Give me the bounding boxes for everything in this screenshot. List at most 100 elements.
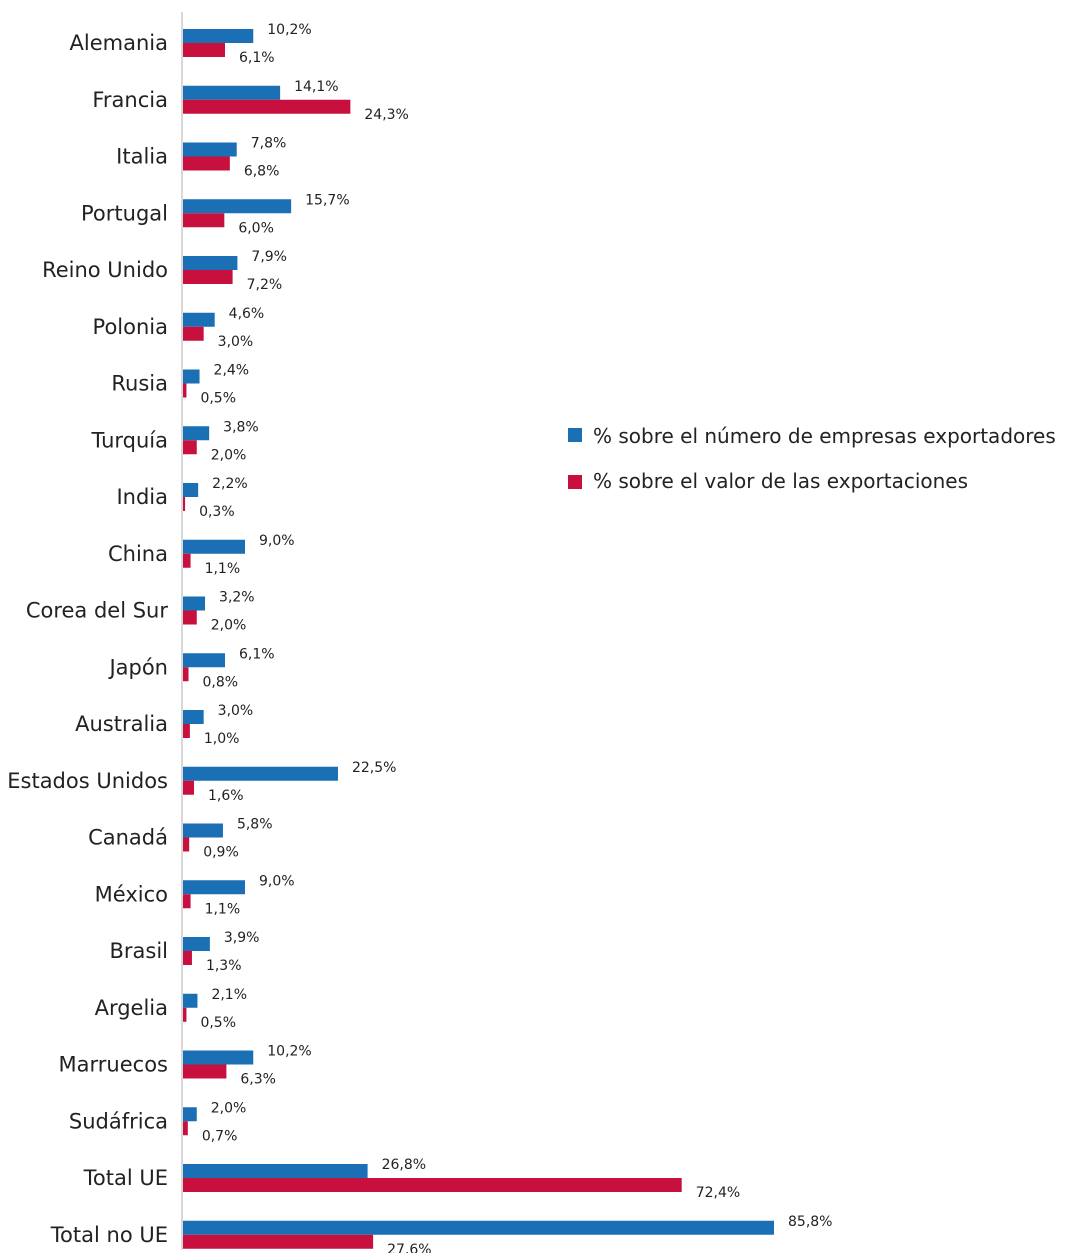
bar-valor-india [183,497,186,511]
value-label-valor-australia: 1,0% [204,731,240,747]
bar-valor-total-ue [183,1178,682,1192]
category-label-alemania: Alemania [70,31,168,55]
bar-valor-total-no-ue [183,1234,374,1249]
value-label-valor-mexico: 1,1% [205,901,241,917]
value-label-valor-total-no-ue: 27,6% [387,1242,431,1253]
value-label-empresas-australia: 3,0% [218,703,254,719]
bar-valor-australia [183,724,190,738]
bar-valor-italia [183,156,230,171]
value-label-empresas-marruecos: 10,2% [267,1044,311,1060]
value-label-valor-reino-unido: 7,2% [247,277,283,293]
value-label-empresas-sudafrica: 2,0% [211,1100,247,1116]
category-label-estados-unidos: Estados Unidos [7,769,168,793]
value-label-empresas-corea-del-sur: 3,2% [219,590,255,606]
bar-valor-marruecos [183,1064,227,1079]
category-label-marruecos: Marruecos [59,1053,168,1077]
bar-valor-mexico [183,894,191,909]
value-label-empresas-alemania: 10,2% [267,22,311,38]
bar-empresas-sudafrica [183,1107,197,1122]
value-label-valor-total-ue: 72,4% [696,1185,740,1201]
bar-valor-canada [183,837,190,852]
bar-valor-reino-unido [183,270,233,284]
value-label-empresas-reino-unido: 7,9% [251,249,287,265]
category-label-china: China [108,542,168,566]
category-label-india: India [116,485,168,509]
value-label-valor-brasil: 1,3% [206,958,242,974]
bar-empresas-italia [183,142,237,157]
value-label-empresas-canada: 5,8% [237,817,273,833]
bar-empresas-alemania [183,29,254,43]
bar-empresas-argelia [183,993,198,1008]
category-label-canada: Canadá [88,826,168,850]
bar-empresas-polonia [183,312,215,327]
value-label-empresas-brasil: 3,9% [224,930,260,946]
legend-label-empresas: % sobre el número de empresas exportador… [593,424,1056,448]
value-label-valor-china: 1,1% [205,561,241,577]
value-label-valor-marruecos: 6,3% [240,1072,276,1088]
value-label-empresas-portugal: 15,7% [305,192,349,208]
value-label-valor-portugal: 6,0% [238,220,274,236]
category-label-polonia: Polonia [93,315,168,339]
category-label-australia: Australia [75,712,168,736]
category-label-corea-del-sur: Corea del Sur [26,599,169,623]
value-label-empresas-china: 9,0% [259,533,295,549]
bar-empresas-reino-unido [183,256,238,270]
value-label-valor-canada: 0,9% [203,845,239,861]
category-label-mexico: México [95,882,168,906]
value-label-empresas-mexico: 9,0% [259,873,295,889]
bar-empresas-total-ue [183,1164,368,1178]
value-label-empresas-india: 2,2% [212,476,248,492]
value-label-valor-corea-del-sur: 2,0% [211,618,247,634]
category-label-total-no-ue: Total no UE [50,1223,168,1247]
category-label-reino-unido: Reino Unido [42,258,168,282]
value-label-empresas-estados-unidos: 22,5% [352,760,396,776]
value-label-empresas-japon: 6,1% [239,646,275,662]
value-label-valor-turquia: 2,0% [211,447,247,463]
legend-swatch-valor [568,475,582,489]
value-label-valor-francia: 24,3% [364,107,408,123]
value-label-empresas-total-no-ue: 85,8% [788,1214,832,1230]
bar-valor-estados-unidos [183,780,195,795]
legend: % sobre el número de empresas exportador… [568,424,1056,493]
bar-empresas-australia [183,710,204,724]
category-label-total-ue: Total UE [83,1166,168,1190]
value-label-empresas-francia: 14,1% [294,79,338,95]
bar-valor-japon [183,667,189,682]
bar-empresas-francia [183,85,281,100]
category-label-sudafrica: Sudáfrica [69,1109,168,1133]
category-label-francia: Francia [92,88,168,112]
category-label-portugal: Portugal [81,201,168,225]
bar-empresas-japon [183,653,226,668]
value-label-valor-sudafrica: 0,7% [202,1128,238,1144]
bar-valor-argelia [183,1007,187,1022]
value-label-valor-alemania: 6,1% [239,50,275,66]
legend-swatch-empresas [568,428,582,442]
value-label-valor-india: 0,3% [199,504,235,520]
value-label-empresas-polonia: 4,6% [229,306,265,322]
value-label-valor-italia: 6,8% [244,164,280,180]
value-label-valor-argelia: 0,5% [200,1015,236,1031]
bar-valor-china [183,553,191,568]
bar-valor-rusia [183,383,187,398]
bar-empresas-marruecos [183,1050,254,1065]
category-label-japon: Japón [107,655,168,679]
bars-group [183,29,774,1249]
bar-valor-portugal [183,213,225,228]
bar-empresas-rusia [183,369,200,384]
category-label-turquia: Turquía [90,428,168,452]
value-label-valor-japon: 0,8% [203,674,239,690]
bar-valor-sudafrica [183,1121,188,1136]
bar-valor-francia [183,99,351,114]
bar-empresas-portugal [183,199,292,214]
bar-empresas-turquia [183,426,210,441]
bar-empresas-brasil [183,937,210,951]
bar-empresas-corea-del-sur [183,596,206,611]
labels-group: Alemania 10,2% 6,1% Francia 14,1% 24,3% Italia… [7,22,832,1253]
bar-empresas-total-no-ue [183,1220,774,1235]
category-label-rusia: Rusia [111,372,168,396]
bar-valor-turquia [183,440,197,455]
legend-label-valor: % sobre el valor de las exportaciones [593,469,968,493]
value-label-valor-estados-unidos: 1,6% [208,788,244,804]
value-label-empresas-italia: 7,8% [251,136,287,152]
